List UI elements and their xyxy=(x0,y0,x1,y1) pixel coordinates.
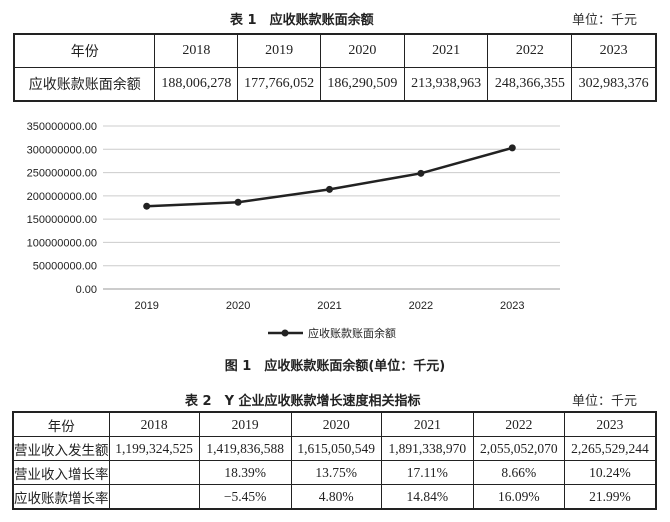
table-cell: 2,265,529,244 xyxy=(563,436,657,461)
header-row: 年份 2018 2019 2020 2021 2022 2023 xyxy=(13,33,657,68)
x-tick-label: 2020 xyxy=(226,300,250,312)
x-tick-label: 2023 xyxy=(500,300,524,312)
table-cell: 2020 xyxy=(319,33,405,68)
table-cell: 2021 xyxy=(380,411,474,437)
table-cell xyxy=(108,460,200,485)
series-line xyxy=(146,146,513,208)
y-tick-label: 300000000.00 xyxy=(27,144,97,156)
table-cell: 2022 xyxy=(487,33,573,68)
table2-unit: 单位：千元 xyxy=(572,394,638,409)
table-cell: 2018 xyxy=(108,411,200,437)
table-cell: 2018 xyxy=(154,33,239,68)
table-cell: 1,199,324,525 xyxy=(108,436,200,461)
y-tick-label: 250000000.00 xyxy=(27,168,97,180)
row-label: 年份 xyxy=(12,411,110,437)
table1-caption: 表 1 应收账款账面余额 xyxy=(230,13,374,28)
data-point xyxy=(143,202,151,210)
table-row: 应收账款增长率 −5.45% 4.80% 14.84% 16.09% 21.99% xyxy=(12,484,657,510)
table-cell: 177,766,052 xyxy=(237,67,321,102)
table-cell: 18.39% xyxy=(198,460,292,485)
table-cell: 21.99% xyxy=(563,484,657,510)
table-cell: 2022 xyxy=(472,411,565,437)
table-cell: 13.75% xyxy=(290,460,382,485)
table-cell: 188,006,278 xyxy=(154,67,239,102)
table1-unit: 单位：千元 xyxy=(572,13,638,28)
figure-caption: 图 1 应收账款账面余额(单位：千元) xyxy=(224,359,446,374)
table-cell: 2020 xyxy=(290,411,382,437)
row-label: 应收账款增长率 xyxy=(12,484,110,510)
y-tick-label: 50000000.00 xyxy=(33,261,97,273)
y-tick-label: 150000000.00 xyxy=(27,214,97,226)
table-cell: 8.66% xyxy=(472,460,565,485)
table-row: 营业收入发生额 1,199,324,525 1,419,836,588 1,615,0… xyxy=(12,436,657,461)
table-cell: 213,938,963 xyxy=(403,67,489,102)
table-cell: 16.09% xyxy=(472,484,565,510)
table-cell: 14.84% xyxy=(380,484,474,510)
y-tick-label: 0.00 xyxy=(76,284,97,296)
data-point xyxy=(326,185,333,193)
row-label: 营业收入发生额 xyxy=(12,436,110,461)
x-tick-label: 2019 xyxy=(134,300,158,312)
row-label: 年份 xyxy=(13,33,156,68)
table-cell: 2019 xyxy=(198,411,292,437)
header-row: 年份 2018 2019 2020 2021 2022 2023 xyxy=(12,411,657,437)
table-cell: 2,055,052,070 xyxy=(472,436,565,461)
table-cell xyxy=(108,484,200,510)
table-row: 应收账款账面余额 188,006,278 177,766,052 186,290,50… xyxy=(13,67,657,102)
line-chart: 0.00 50000000.00 100000000.00 150000000.00 2… xyxy=(27,121,560,340)
table-cell: 1,419,836,588 xyxy=(198,436,292,461)
table-cell: 10.24% xyxy=(563,460,657,485)
table2-caption: 表 2 Y 企业应收账款增长速度相关指标 xyxy=(185,394,421,409)
table-cell: −5.45% xyxy=(198,484,292,510)
y-tick-label: 200000000.00 xyxy=(27,191,97,203)
table-cell: 2021 xyxy=(403,33,489,68)
y-tick-label: 100000000.00 xyxy=(27,237,97,249)
table1: 年份 2018 2019 2020 2021 2022 2023 应收账款账面余额 188,00… xyxy=(13,33,657,102)
table-cell: 4.80% xyxy=(290,484,382,510)
table-cell: 17.11% xyxy=(380,460,474,485)
table-cell: 2019 xyxy=(237,33,321,68)
table-cell: 2023 xyxy=(571,33,657,68)
row-label: 营业收入增长率 xyxy=(12,460,110,485)
data-point xyxy=(234,198,242,206)
data-point xyxy=(508,144,516,152)
row-label: 应收账款账面余额 xyxy=(13,67,156,102)
x-tick-label: 2022 xyxy=(409,300,433,312)
table-row: 营业收入增长率 18.39% 13.75% 17.11% 8.66% 10.24% xyxy=(12,460,657,485)
x-tick-label: 2021 xyxy=(317,300,341,312)
data-point xyxy=(417,169,425,177)
y-tick-label: 350000000.00 xyxy=(27,121,97,133)
table2: 年份 2018 2019 2020 2021 2022 2023 营业收入发生额 1,199,3… xyxy=(12,411,657,510)
table-cell: 2023 xyxy=(563,411,657,437)
table-cell: 1,891,338,970 xyxy=(380,436,474,461)
table-cell: 186,290,509 xyxy=(319,67,405,102)
legend-label: 应收账款账面余额 xyxy=(308,326,396,340)
legend-marker xyxy=(281,329,289,337)
table-cell: 248,366,355 xyxy=(487,67,573,102)
table-cell: 302,983,376 xyxy=(571,67,657,102)
table-cell: 1,615,050,549 xyxy=(290,436,382,461)
